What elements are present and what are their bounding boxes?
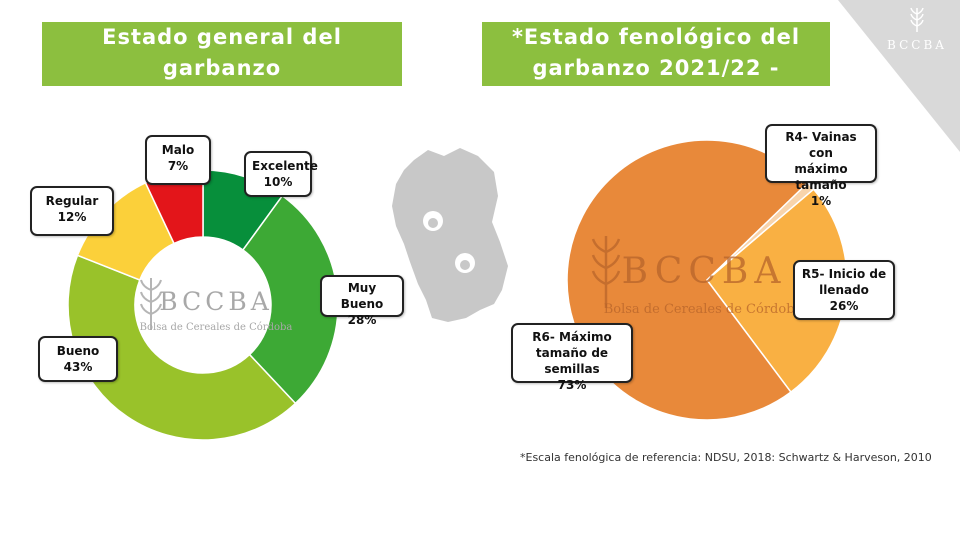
pie-watermark-name: BCCBA <box>622 251 787 292</box>
callout-r4-line-1: R4- Vainas con <box>785 130 857 160</box>
callout-malo: Malo 7% <box>145 135 211 185</box>
left-title-line-1: Estado general del garbanzo <box>102 25 342 80</box>
callout-bueno-value: 43% <box>63 360 93 374</box>
province-map <box>392 148 508 322</box>
donut-chart <box>67 169 339 441</box>
callout-excelente: Excelente 10% <box>244 151 318 197</box>
corner-wheat-icon <box>910 7 924 32</box>
callout-excelente-label: Excelente <box>252 159 318 173</box>
pie-watermark: BCCBA Bolsa de Cereales de Córdoba <box>591 236 803 317</box>
callout-r4-line-2: máximo tamaño <box>794 162 848 192</box>
pie-wheat-icon <box>591 236 621 308</box>
map-marker-icon <box>455 253 475 273</box>
map-marker-icon <box>423 211 443 231</box>
callout-bueno: Bueno 43% <box>38 336 118 382</box>
donut-watermark-subtitle: Bolsa de Cereales de Córdoba <box>140 322 293 333</box>
callout-r5-line-1: R5- Inicio de <box>801 267 887 281</box>
callout-r4: R4- Vainas con máximo tamaño 1% <box>765 124 877 208</box>
callout-r5: R5- Inicio de llenado 26% <box>793 260 895 320</box>
map-shape <box>392 148 508 322</box>
donut-hole <box>135 237 271 373</box>
left-chart-title: Estado general del garbanzo 2021/22 - oc… <box>42 22 402 111</box>
callout-malo-label: Malo <box>161 143 195 157</box>
callout-r6-line-1: R6- Máximo <box>532 330 612 344</box>
corner-triangle <box>838 0 960 152</box>
donut-wheat-icon <box>140 278 162 330</box>
callout-muy-bueno-value: 28% <box>347 313 377 327</box>
callout-r6: R6- Máximo tamaño de semillas 73% <box>511 323 633 392</box>
callout-malo-value: 7% <box>167 159 189 173</box>
callout-excelente-value: 10% <box>263 175 293 189</box>
footnote: *Escala fenológica de referencia: NDSU, … <box>520 451 932 464</box>
right-chart-title: *Estado fenológico del garbanzo 2021/22 … <box>482 22 830 111</box>
callout-r5-line-2: llenado <box>819 283 869 297</box>
corner-logo-text: BCCBA <box>887 38 947 52</box>
callout-r6-line-2: tamaño de semillas <box>535 346 609 376</box>
donut-watermark: BCCBA Bolsa de Cereales de Córdoba <box>140 278 293 333</box>
callout-bueno-label: Bueno <box>56 344 100 358</box>
callout-r5-value: 26% <box>829 299 859 313</box>
left-title-line-2: 2021/22 - octubre <box>108 87 336 111</box>
callout-muy-bueno: Muy Bueno 28% <box>320 275 404 327</box>
callout-regular-label: Regular <box>45 194 99 208</box>
callout-regular: Regular 12% <box>30 186 114 236</box>
donut-watermark-name: BCCBA <box>159 287 273 316</box>
callout-regular-value: 12% <box>57 210 87 224</box>
right-title-line-1: *Estado fenológico del <box>511 25 801 49</box>
right-title-line-2: garbanzo 2021/22 - octubre <box>532 56 780 111</box>
pie-watermark-subtitle: Bolsa de Cereales de Córdoba <box>604 302 803 317</box>
callout-r4-value: 1% <box>810 194 832 208</box>
callout-r6-value: 73% <box>557 378 587 392</box>
callout-muy-bueno-label: Muy Bueno <box>340 281 384 311</box>
